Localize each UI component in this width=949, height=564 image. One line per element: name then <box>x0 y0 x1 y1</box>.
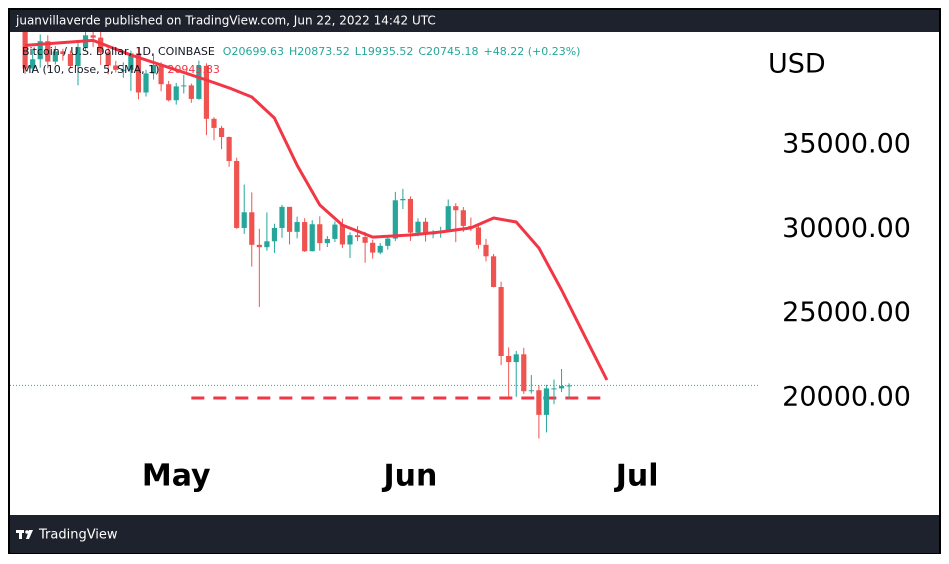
candle-body <box>475 227 482 245</box>
candle-body <box>188 85 194 99</box>
candle-body <box>415 221 421 233</box>
candle-body <box>536 390 542 415</box>
candle-body <box>241 212 247 228</box>
candle-body <box>249 212 255 245</box>
candle-body <box>566 385 572 387</box>
footer-bar <box>10 515 939 553</box>
candle-body <box>460 210 466 226</box>
candle-body <box>498 286 504 356</box>
candle-body <box>317 224 323 244</box>
candle-body <box>528 390 534 392</box>
candle-body <box>392 200 398 239</box>
candle-body <box>377 245 383 253</box>
candle-body <box>52 51 58 62</box>
candle-body <box>347 235 353 245</box>
y-tick-label: 35000.00 <box>782 128 911 159</box>
candle-body <box>279 206 285 228</box>
plot <box>10 32 758 439</box>
ma-legend: MA (10, close, 5, SMA, 1) <box>22 63 159 76</box>
symbol-label: Bitcoin / U.S. Dollar, 1D, COINBASE <box>22 45 215 58</box>
candle-body <box>75 47 81 66</box>
candle-body <box>309 224 315 252</box>
candle-body <box>271 227 278 242</box>
candle-body <box>135 53 142 93</box>
candle-body <box>234 160 240 228</box>
ohlc-value: O20699.63 <box>223 45 284 58</box>
candle-body <box>158 64 164 85</box>
y-tick-label: 20000.00 <box>782 382 911 413</box>
candle-body <box>332 224 338 239</box>
ohlc-value: H20873.52 <box>289 45 350 58</box>
candle-body <box>22 32 28 69</box>
x-tick-label: Jul <box>614 459 659 494</box>
candle-body <box>422 221 429 235</box>
candle-body <box>324 238 330 244</box>
candle-body <box>60 51 66 55</box>
candle-body <box>105 52 111 66</box>
candle-body <box>37 41 43 60</box>
candle-body <box>513 354 519 363</box>
candle-body <box>90 35 96 38</box>
candle-body <box>113 65 119 70</box>
x-tick-label: May <box>142 459 211 494</box>
candle-body <box>551 388 557 390</box>
chart-area <box>10 32 939 515</box>
candle-body <box>558 386 565 389</box>
header-bar <box>10 10 939 32</box>
candle-body <box>98 37 104 53</box>
candle-body <box>453 206 459 211</box>
candle-body <box>490 256 497 287</box>
candle-body <box>256 244 262 248</box>
candle-body <box>211 118 217 128</box>
candle-body <box>67 54 74 66</box>
logo <box>16 530 33 539</box>
candle-body <box>362 237 368 243</box>
candle-body <box>30 59 36 69</box>
candle-body <box>226 137 232 161</box>
candle-body <box>506 355 512 363</box>
footer-text: TradingView <box>38 528 118 543</box>
ma-line <box>24 38 609 381</box>
candle-body <box>302 222 308 252</box>
candle-body <box>203 65 210 119</box>
candle-body <box>143 73 149 93</box>
y-tick-label: 30000.00 <box>782 213 911 244</box>
header-text: juanvillaverde published on TradingView.… <box>15 14 436 28</box>
candle-body <box>521 354 527 392</box>
candle-body <box>294 222 300 232</box>
candle-body <box>166 84 172 101</box>
candle-body <box>483 244 489 257</box>
ohlc-value: L19935.52 <box>355 45 414 58</box>
candle-body <box>385 238 391 246</box>
candle-body <box>339 224 346 245</box>
candle-body <box>120 69 126 71</box>
candle-body <box>370 242 376 253</box>
ohlc-value: +48.22 (+0.23%) <box>484 45 581 58</box>
candle-body <box>173 86 179 101</box>
candle-body <box>45 41 51 62</box>
candle-body <box>354 235 361 238</box>
candle-body <box>128 53 134 70</box>
ma-value: 20945.83 <box>167 63 220 76</box>
candle-body <box>286 206 293 232</box>
ohlc-value: C20745.18 <box>418 45 478 58</box>
candle-body <box>181 85 187 87</box>
candle-body <box>218 127 225 138</box>
candle-body <box>407 198 414 233</box>
candle-body <box>400 198 406 201</box>
candle-body <box>196 65 202 99</box>
candle-body <box>445 206 451 231</box>
y-tick-label: 25000.00 <box>782 297 911 328</box>
candle-body <box>150 64 157 74</box>
candle-body <box>264 241 270 248</box>
candle-body <box>543 388 550 415</box>
x-tick-label: Jun <box>381 459 437 494</box>
currency-label: USD <box>768 49 826 80</box>
